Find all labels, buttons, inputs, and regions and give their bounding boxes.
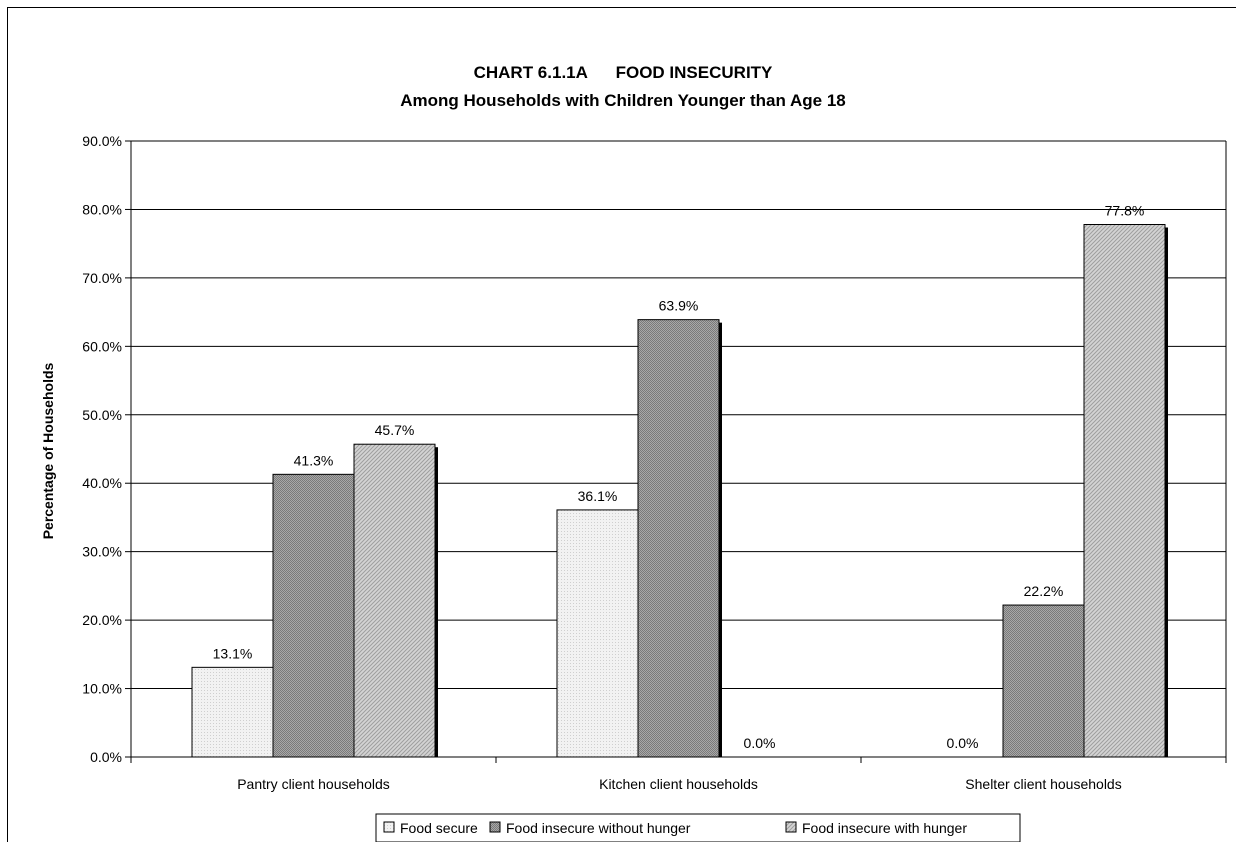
y-tick-label: 40.0%	[82, 475, 122, 491]
category-labels: Pantry client households Kitchen client h…	[237, 776, 1121, 792]
bar	[272, 473, 355, 758]
chart-subtitle: Among Households with Children Younger t…	[400, 91, 846, 110]
data-label: 63.9%	[659, 298, 699, 314]
y-tick-label: 30.0%	[82, 544, 122, 560]
bar	[637, 319, 720, 758]
legend-swatch	[383, 821, 395, 833]
category-label: Kitchen client households	[599, 776, 758, 792]
data-label: 0.0%	[744, 735, 776, 751]
bar	[1002, 604, 1085, 758]
y-axis-label: Percentage of Households	[40, 362, 56, 539]
data-label: 36.1%	[578, 488, 618, 504]
y-tick-label: 20.0%	[82, 612, 122, 628]
legend-label: Food secure	[400, 820, 478, 836]
data-label: 41.3%	[294, 452, 334, 468]
legend-label: Food insecure without hunger	[506, 820, 691, 836]
bar	[191, 666, 274, 758]
y-tick-labels: 0.0% 10.0% 20.0% 30.0% 40.0% 50.0% 60.0% 70.0% 8…	[82, 133, 122, 765]
y-tick-label: 90.0%	[82, 133, 122, 149]
chart-title: CHART 6.1.1A FOOD INSECURITY	[474, 63, 773, 82]
y-tick-label: 10.0%	[82, 681, 122, 697]
data-label: 0.0%	[947, 735, 979, 751]
bar	[556, 509, 639, 758]
category-label: Pantry client households	[237, 776, 390, 792]
legend-swatch	[785, 821, 797, 833]
data-label: 13.1%	[213, 645, 253, 661]
legend-swatch	[489, 821, 501, 833]
legend-box	[375, 813, 1021, 842]
y-tick-label: 70.0%	[82, 270, 122, 286]
data-label: 45.7%	[375, 422, 415, 438]
y-tick-label: 0.0%	[90, 749, 122, 765]
bar	[1083, 224, 1166, 758]
bar	[353, 443, 436, 758]
category-label: Shelter client households	[965, 776, 1121, 792]
data-labels: 13.1% 41.3% 45.7% 36.1% 63.9% 0.0% 0.0% 22.2% 77…	[213, 203, 1145, 751]
legend-label: Food insecure with hunger	[802, 820, 967, 836]
bars-group	[191, 224, 1168, 758]
y-tick-label: 80.0%	[82, 201, 122, 217]
data-label: 22.2%	[1024, 583, 1064, 599]
data-label: 77.8%	[1105, 203, 1145, 219]
chart-frame	[7, 7, 1236, 842]
legend: Food secure Food insecure without hunger F…	[375, 813, 1021, 842]
y-tick-label: 60.0%	[82, 338, 122, 354]
y-tick-label: 50.0%	[82, 407, 122, 423]
axes	[125, 140, 1227, 763]
